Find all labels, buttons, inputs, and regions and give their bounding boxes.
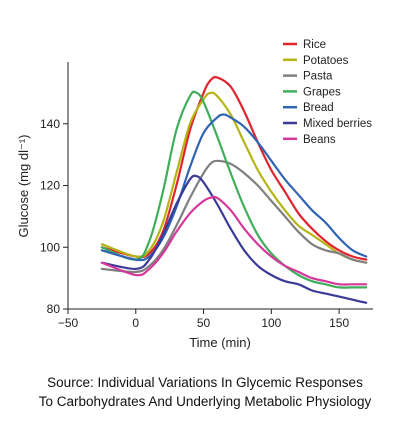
legend-label-bread: Bread: [303, 102, 334, 114]
x-axis-label: Time (min): [189, 335, 251, 350]
series-line-beans: [100, 195, 368, 286]
x-tick-label: 100: [261, 316, 281, 330]
series-line-potatoes: [100, 91, 368, 264]
legend-label-potatoes: Potatoes: [303, 55, 349, 67]
x-tick-label: −50: [58, 316, 79, 330]
chart-series-lines: [100, 76, 368, 304]
y-tick-label: 140: [40, 117, 60, 131]
y-tick-label: 80: [47, 302, 61, 316]
glucose-line-chart: −50 0 50 100 150 80 100 120 140 Rice Potatoes Past…: [16, 39, 373, 350]
y-tick-label: 120: [40, 179, 60, 193]
x-tick-label: 50: [197, 316, 211, 330]
x-tick-label: 150: [329, 316, 349, 330]
y-tick-label: 100: [40, 240, 60, 254]
chart-legend: Rice Potatoes Pasta Grapes Bread Mixed berrie…: [283, 39, 372, 146]
legend-label-rice: Rice: [303, 39, 326, 51]
series-line-pasta: [100, 159, 368, 274]
series-line-rice: [100, 76, 368, 261]
source-line-2: To Carbohydrates And Underlying Metaboli…: [38, 394, 372, 409]
series-line-bread: [100, 113, 368, 262]
series-line-mixed-berries: [100, 174, 368, 304]
y-axis-label: Glucose (mg dl⁻¹): [16, 135, 31, 238]
source-caption: Source: Individual Variations In Glycemi…: [0, 373, 410, 411]
source-line-1: Source: Individual Variations In Glycemi…: [47, 375, 363, 390]
legend-label-pasta: Pasta: [303, 71, 333, 83]
legend-label-mixed-berries: Mixed berries: [303, 118, 372, 130]
legend-label-beans: Beans: [303, 134, 336, 146]
series-line-grapes: [100, 90, 368, 289]
chart-axes: −50 0 50 100 150 80 100 120 140: [40, 62, 373, 330]
x-tick-label: 0: [132, 316, 139, 330]
legend-label-grapes: Grapes: [303, 86, 341, 98]
